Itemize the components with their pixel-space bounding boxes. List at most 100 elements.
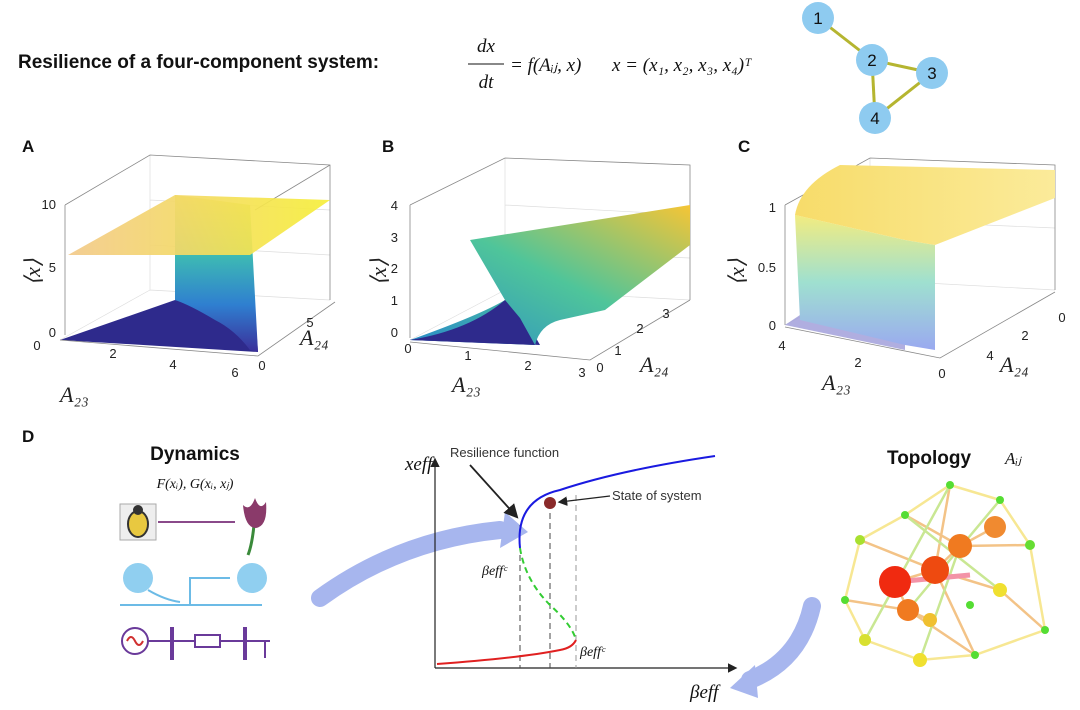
z-tick: 0: [49, 325, 56, 340]
x-tick: 0: [938, 366, 945, 381]
x-label: A₂₃: [58, 382, 89, 407]
grid-lines: [59, 155, 331, 341]
x-label: A₂₃: [820, 370, 851, 395]
z-label: ⟨x⟩: [724, 258, 749, 285]
x-tick: 4: [778, 338, 785, 353]
node: [859, 102, 891, 134]
y-label: xeff: [404, 454, 435, 475]
eq-rhs: = f(Aᵢⱼ, x): [510, 55, 581, 76]
stem: [246, 524, 256, 556]
y-tick: 5: [306, 315, 313, 330]
node: [1025, 540, 1035, 550]
eq-den: dt: [479, 72, 495, 93]
panel-b: 0 1 2 3 4: [391, 198, 398, 340]
z-tick: 0: [769, 318, 776, 333]
z-label: ⟨x⟩: [366, 258, 391, 285]
surface-low: [785, 315, 905, 350]
y-label: A₂₄: [298, 325, 329, 350]
z-tick: 10: [42, 197, 56, 212]
unstable-branch: [519, 547, 577, 641]
z-tick: 0: [391, 325, 398, 340]
node-label: 1: [813, 9, 822, 28]
panel-label: D: [22, 427, 34, 446]
sine: [126, 636, 144, 646]
node: [984, 516, 1006, 538]
node: [901, 511, 909, 519]
node: [897, 599, 919, 621]
panel-label: A: [22, 137, 34, 156]
z-tick: 1: [391, 293, 398, 308]
big-arrow: [311, 521, 509, 607]
panel-d: D Dynamics F(xᵢ), G(xᵢ, xⱼ): [22, 427, 1049, 703]
panel-c: C 0 0.5 1 4 2 0 4 2 0 A₂₃ A₂₄ ⟨x⟩: [724, 137, 1066, 395]
node: [996, 496, 1004, 504]
lower-branch: [436, 639, 577, 665]
floor-edge: [409, 299, 691, 361]
z-tick: 5: [49, 260, 56, 275]
big-arrow: [741, 597, 821, 689]
surface-high: [795, 165, 1055, 245]
panel-b: B 0 1 2 3 4 0 1 2 3 0 1 2 3 A₂₃ A₂₄ ⟨x⟩: [366, 137, 691, 397]
panel-b: 0 1 2 3 0 1 2 3: [404, 306, 669, 380]
bee-icon: [119, 503, 157, 541]
y-tick: 1: [614, 343, 621, 358]
eq-num: dx: [477, 36, 496, 57]
z-label: ⟨x⟩: [20, 258, 45, 285]
panel-a: 0 5 10: [42, 197, 56, 340]
panel-label: C: [738, 137, 750, 156]
y-label: A₂₄: [638, 352, 669, 377]
eq-state: x = (x₁, x₂, x₃, x₄)ᵀ: [611, 55, 752, 76]
x-tick: 0: [33, 338, 40, 353]
x-tick: 6: [231, 365, 238, 380]
node: [855, 535, 865, 545]
critical-label: βeffᶜ: [481, 564, 508, 579]
panel-label: B: [382, 137, 394, 156]
y-tick: 0: [258, 358, 265, 373]
panel-c: 0 0.5 1: [758, 200, 776, 333]
resistor: [194, 634, 221, 648]
node: [948, 534, 972, 558]
state-dot: [544, 497, 556, 509]
z-tick: 0.5: [758, 260, 776, 275]
y-tick: 0: [1058, 310, 1065, 325]
gene-node: [237, 563, 267, 593]
surface-low-front: [410, 300, 535, 345]
y-label: A₂₄: [998, 352, 1029, 377]
small-network: 1 2 3 4: [813, 9, 936, 128]
node: [841, 596, 849, 604]
node: [859, 634, 871, 646]
node-label: 4: [870, 109, 879, 128]
node: [856, 44, 888, 76]
z-tick: 3: [391, 230, 398, 245]
node-label: 3: [927, 64, 936, 83]
node: [879, 566, 911, 598]
z-tick: 2: [391, 261, 398, 276]
panel-c: 4 2 0 4 2 0: [778, 310, 1065, 381]
node: [921, 556, 949, 584]
z-tick: 4: [391, 198, 398, 213]
x-tick: 1: [464, 348, 471, 363]
floor-edge: [59, 301, 336, 357]
x-tick: 4: [169, 357, 176, 372]
critical-label: βeffᶜ: [579, 645, 606, 660]
y-tick: 3: [662, 306, 669, 321]
floor-edge: [784, 291, 1056, 359]
promoter: [189, 577, 230, 605]
x-tick: 3: [578, 365, 585, 380]
node: [923, 613, 937, 627]
node: [993, 583, 1007, 597]
y-tick: 0: [596, 360, 603, 375]
network-nodes: [841, 481, 1049, 667]
tulip-icon: [243, 498, 267, 556]
dynamics-title: Dynamics: [150, 444, 240, 465]
small-network: 1 2 3 4: [802, 2, 948, 134]
surface-high: [68, 195, 330, 255]
bee-head: [133, 505, 143, 515]
gene-arrow: [147, 589, 181, 603]
petals: [243, 498, 267, 528]
big-arrow-head: [730, 665, 758, 698]
x-tick: 2: [524, 358, 531, 373]
upper-branch: [518, 455, 716, 549]
node: [966, 601, 974, 609]
